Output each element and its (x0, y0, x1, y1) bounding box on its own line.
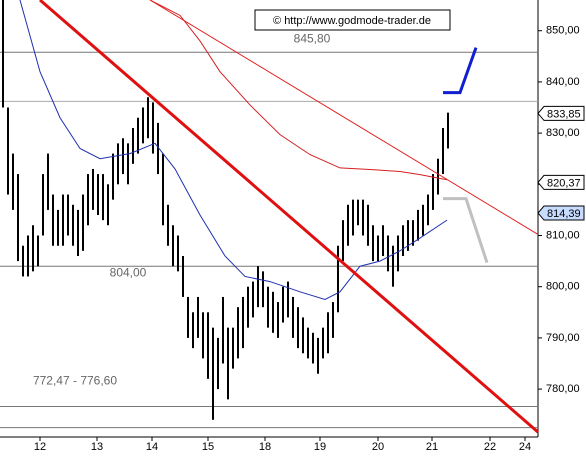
line (19, 0, 448, 301)
x-tick-label: 22 (484, 441, 496, 453)
x-tick-label: 24 (519, 441, 531, 453)
price-tag-label: 833,85 (547, 108, 581, 120)
y-tick-label: 780,00 (546, 383, 580, 395)
y-tick-label: 840,00 (546, 76, 580, 88)
price-tag (537, 105, 585, 121)
price-tag-label: 820,37 (547, 177, 581, 189)
x-tick-label: 13 (91, 441, 103, 453)
line (149, 0, 448, 181)
line (443, 197, 489, 264)
line (39, 0, 539, 434)
x-tick-label: 21 (426, 441, 438, 453)
line (149, 0, 539, 235)
price-tag (537, 205, 585, 221)
y-tick-label: 810,00 (546, 229, 580, 241)
level-label: 845,80 (294, 31, 331, 45)
x-tick-label: 14 (146, 441, 158, 453)
x-tick-label: 19 (314, 441, 326, 453)
copyright-box (254, 9, 451, 31)
level-label: 804,00 (110, 265, 147, 279)
y-tick-label: 830,00 (546, 127, 580, 139)
y-tick-label: 790,00 (546, 332, 580, 344)
x-tick-label: 15 (202, 441, 214, 453)
x-tick-label: 20 (372, 441, 384, 453)
x-tick-label: 12 (34, 441, 46, 453)
price-tag-label: 814,39 (547, 208, 581, 220)
x-tick-label: 18 (259, 441, 271, 453)
price-tag (537, 174, 585, 190)
y-tick-label: 850,00 (546, 25, 580, 37)
line (443, 47, 478, 95)
y-tick-label: 800,00 (546, 281, 580, 293)
level-label: 772,47 - 776,60 (33, 374, 117, 388)
copyright: © http://www.godmode-trader.de (273, 15, 431, 27)
